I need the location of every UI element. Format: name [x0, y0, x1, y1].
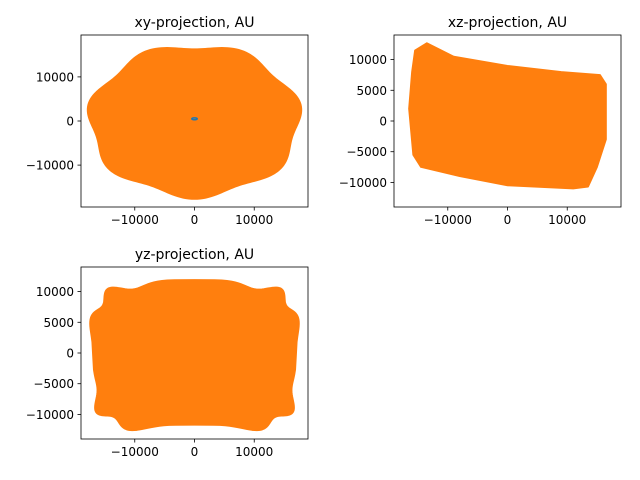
- y-tick-label: −10000: [339, 176, 387, 190]
- x-tick-label: 0: [191, 213, 199, 227]
- x-tick-label: −10000: [424, 213, 472, 227]
- plot-area: [86, 47, 303, 200]
- y-tick-label: 10000: [36, 70, 74, 84]
- x-tick-label: −10000: [111, 445, 159, 459]
- plot-area: [408, 42, 607, 190]
- plot-area: [89, 279, 300, 432]
- axes-frame: [393, 34, 622, 208]
- x-tick-label: 10000: [235, 445, 273, 459]
- x-tick-label: 0: [504, 213, 512, 227]
- subplot-title: yz-projection, AU: [135, 247, 254, 263]
- y-tick-label: 10000: [36, 285, 74, 299]
- y-tick-label: −5000: [33, 377, 74, 391]
- y-tick-label: −10000: [26, 159, 74, 173]
- x-tick-label: −10000: [111, 213, 159, 227]
- y-tick-label: 0: [66, 115, 74, 129]
- axes-frame: [80, 266, 309, 440]
- y-tick-label: 10000: [349, 53, 387, 67]
- inner-orbit-line: [191, 117, 198, 121]
- subplot-xz-projection: xz-projection, AU −10000 0 10000 −10000 −500…: [339, 15, 622, 227]
- y-tick-label: −10000: [26, 408, 74, 422]
- y-tick-label: 5000: [43, 316, 74, 330]
- y-tick-label: −5000: [346, 145, 387, 159]
- axis-ticks: −10000 0 10000 −10000 0 10000: [26, 70, 274, 227]
- axis-ticks: −10000 0 10000 −10000 −5000 0 5000 10000: [339, 53, 587, 227]
- y-tick-label: 5000: [356, 84, 387, 98]
- x-tick-label: 10000: [235, 213, 273, 227]
- orbit-series: [86, 47, 303, 200]
- x-tick-label: 10000: [548, 213, 586, 227]
- subplot-title: xz-projection, AU: [448, 15, 567, 31]
- subplot-yz-projection: yz-projection, AU −10000 0 10000 −10000 −500…: [26, 247, 309, 459]
- x-tick-label: 0: [191, 445, 199, 459]
- axes-frame: [80, 34, 309, 208]
- orbit-series: [408, 42, 607, 190]
- y-tick-label: 0: [379, 115, 387, 129]
- axis-ticks: −10000 0 10000 −10000 −5000 0 5000 10000: [26, 285, 274, 459]
- orbit-series: [89, 279, 300, 432]
- subplot-title: xy-projection, AU: [134, 15, 254, 31]
- subplot-xy-projection: xy-projection, AU −10000 0 10000 −10000 0 100…: [26, 15, 309, 227]
- y-tick-label: 0: [66, 347, 74, 361]
